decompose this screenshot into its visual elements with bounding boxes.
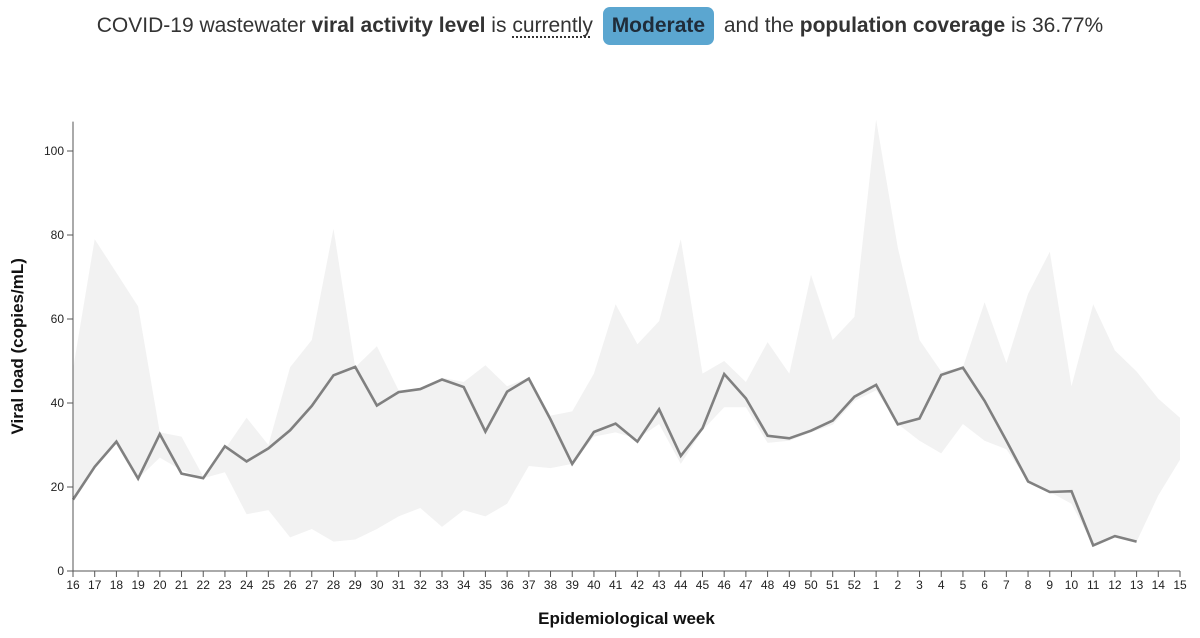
x-tick-label: 52 <box>848 578 862 592</box>
x-tick-label: 51 <box>826 578 840 592</box>
y-axis-title: Viral load (copies/mL) <box>8 258 27 434</box>
x-tick-label: 3 <box>916 578 923 592</box>
x-tick-label: 15 <box>1173 578 1187 592</box>
x-tick-label: 48 <box>761 578 775 592</box>
x-tick-label: 46 <box>717 578 731 592</box>
x-tick-label: 28 <box>327 578 341 592</box>
headline-coverage-label: population coverage <box>799 14 1006 37</box>
x-tick-label: 8 <box>1025 578 1032 592</box>
x-tick-label: 37 <box>522 578 536 592</box>
x-tick-label: 42 <box>631 578 645 592</box>
x-tick-label: 47 <box>739 578 753 592</box>
y-tick-label: 60 <box>51 312 65 326</box>
viral-load-line <box>71 365 1137 548</box>
x-tick-label: 12 <box>1108 578 1122 592</box>
x-tick-label: 49 <box>783 578 797 592</box>
range-band-area <box>73 119 1180 546</box>
headline-coverage-value: is 36.77% <box>1005 14 1104 37</box>
x-tick-label: 31 <box>392 578 406 592</box>
headline-text-3: and the <box>718 14 800 37</box>
x-tick-label: 21 <box>175 578 189 592</box>
x-tick-label: 17 <box>88 578 102 592</box>
y-tick-label: 100 <box>44 144 64 158</box>
headline-text-1: COVID-19 wastewater <box>96 14 312 37</box>
x-tick-label: 18 <box>110 578 124 592</box>
x-tick-label: 23 <box>218 578 232 592</box>
x-tick-label: 39 <box>566 578 580 592</box>
x-tick-label: 36 <box>500 578 514 592</box>
headline: COVID-19 wastewater viral activity level… <box>0 6 1200 46</box>
x-tick-label: 16 <box>66 578 80 592</box>
x-tick-label: 40 <box>587 578 601 592</box>
x-axis-ticks: 16 17 18 19 20 21 22 23 24 25 26 27 28 29 30 31 32 33 34 35… <box>66 571 1187 592</box>
x-tick-label: 50 <box>804 578 818 592</box>
x-tick-label: 24 <box>240 578 254 592</box>
x-tick-label: 6 <box>981 578 988 592</box>
x-tick-label: 27 <box>305 578 319 592</box>
x-tick-label: 34 <box>457 578 471 592</box>
x-tick-label: 19 <box>131 578 145 592</box>
x-tick-label: 9 <box>1046 578 1053 592</box>
x-tick-label: 11 <box>1087 578 1100 592</box>
x-tick-label: 26 <box>283 578 297 592</box>
x-tick-label: 35 <box>479 578 493 592</box>
x-tick-label: 33 <box>435 578 449 592</box>
x-tick-label: 32 <box>414 578 428 592</box>
y-axis-ticks: 0 20 40 60 80 100 <box>44 144 73 578</box>
x-tick-label: 45 <box>696 578 710 592</box>
headline-text-2: is <box>485 14 513 37</box>
x-tick-label: 10 <box>1065 578 1079 592</box>
x-tick-label: 13 <box>1130 578 1144 592</box>
currently-tooltip-term[interactable]: currently <box>512 14 593 37</box>
x-tick-label: 5 <box>960 578 967 592</box>
x-tick-label: 30 <box>370 578 384 592</box>
x-tick-label: 20 <box>153 578 167 592</box>
activity-level-badge: Moderate <box>602 7 715 45</box>
y-tick-label: 80 <box>51 228 65 242</box>
y-tick-label: 0 <box>57 564 64 578</box>
y-tick-label: 40 <box>51 396 65 410</box>
x-tick-label: 22 <box>197 578 211 592</box>
x-tick-label: 25 <box>262 578 276 592</box>
x-tick-label: 7 <box>1003 578 1010 592</box>
x-tick-label: 38 <box>544 578 558 592</box>
x-tick-label: 1 <box>873 578 880 592</box>
x-tick-label: 29 <box>348 578 362 592</box>
y-tick-label: 20 <box>51 480 65 494</box>
x-axis-title: Epidemiological week <box>538 609 715 628</box>
x-tick-label: 44 <box>674 578 688 592</box>
x-tick-label: 2 <box>894 578 901 592</box>
headline-activity-level-label: viral activity level <box>311 14 486 37</box>
x-tick-label: 14 <box>1152 578 1166 592</box>
x-tick-label: 4 <box>938 578 945 592</box>
x-tick-label: 43 <box>652 578 666 592</box>
x-tick-label: 41 <box>609 578 623 592</box>
